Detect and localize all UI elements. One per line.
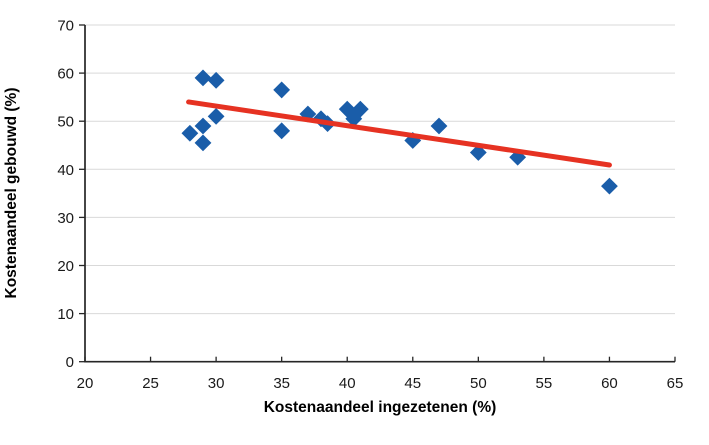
x-tick-label-45: 45 <box>404 375 421 392</box>
scatter-point-18 <box>601 177 618 195</box>
x-tick-label-40: 40 <box>339 375 356 392</box>
x-tick-label-30: 30 <box>208 375 225 392</box>
scatter-point-4 <box>207 71 225 89</box>
y-tick-label-0: 0 <box>66 354 74 371</box>
scatter-point-15 <box>430 117 448 135</box>
y-tick-label-60: 60 <box>57 66 74 83</box>
y-tick-label-20: 20 <box>57 258 74 275</box>
x-tick-label-65: 65 <box>667 375 684 392</box>
y-axis-title: Kostenaandeel gebouwd (%) <box>3 88 20 299</box>
y-tick-label-10: 10 <box>57 306 74 323</box>
scatter-point-11 <box>338 100 356 118</box>
scatter-point-12 <box>345 110 363 128</box>
x-tick-label-55: 55 <box>536 375 553 392</box>
scatter-point-3 <box>194 134 212 152</box>
scatter-point-6 <box>273 81 291 99</box>
y-tick-label-70: 70 <box>57 18 74 35</box>
scatter-point-9 <box>312 110 330 128</box>
x-axis-title: Kostenaandeel ingezetenen (%) <box>264 399 497 416</box>
x-tick-label-50: 50 <box>470 375 487 392</box>
x-tick-label-35: 35 <box>273 375 290 392</box>
x-tick-label-25: 25 <box>142 375 159 392</box>
scatter-point-7 <box>273 122 291 140</box>
scatter-point-13 <box>351 100 369 118</box>
x-tick-label-20: 20 <box>77 375 94 392</box>
y-tick-label-40: 40 <box>57 162 74 179</box>
y-tick-label-30: 30 <box>57 210 74 227</box>
x-tick-label-60: 60 <box>601 375 618 392</box>
scatter-point-5 <box>207 107 225 125</box>
scatter-point-2 <box>194 117 212 135</box>
scatter-point-14 <box>404 132 422 149</box>
scatter-point-0 <box>181 124 199 142</box>
trend-line <box>186 99 612 168</box>
y-tick-label-50: 50 <box>57 114 74 131</box>
scatter-point-1 <box>194 69 212 87</box>
